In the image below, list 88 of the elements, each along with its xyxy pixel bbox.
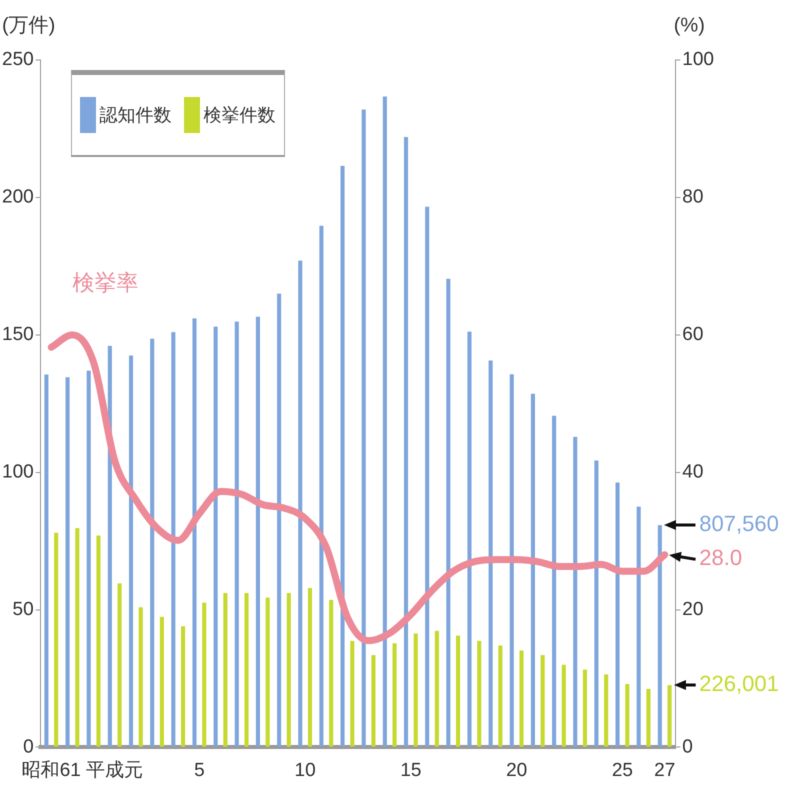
y-tick-label: 250 — [2, 49, 34, 70]
bar — [434, 630, 439, 747]
bar — [118, 583, 122, 747]
bar — [582, 670, 588, 747]
bar — [552, 416, 556, 747]
bar — [562, 664, 566, 747]
bar — [467, 332, 472, 747]
series-label: 検挙率 — [72, 270, 138, 295]
bar — [340, 166, 345, 747]
y2-axis-title: (%) — [674, 14, 705, 37]
bar — [371, 655, 376, 747]
bar — [214, 326, 218, 747]
y2-tick-label: 80 — [682, 186, 704, 208]
y-tick-label: 100 — [2, 462, 34, 483]
bar — [404, 136, 408, 747]
bar — [604, 674, 608, 747]
bar — [96, 536, 100, 747]
bar — [244, 592, 249, 747]
bar — [625, 684, 630, 747]
bar — [66, 377, 70, 747]
x-tick-label: 25 — [612, 760, 633, 781]
x-tick-label: 平成元 — [86, 760, 144, 781]
bar — [646, 688, 650, 747]
bar — [171, 332, 176, 747]
y2-tick-label: 20 — [682, 598, 704, 620]
bar — [425, 206, 430, 747]
bar — [75, 528, 80, 747]
bar — [477, 640, 482, 747]
bar — [138, 607, 143, 747]
bar — [636, 506, 641, 747]
bar — [266, 598, 270, 747]
y-axis-title: (万件) — [2, 14, 56, 37]
y-tick-label: 150 — [2, 324, 34, 346]
bar — [510, 374, 514, 747]
bar — [350, 640, 354, 747]
bar — [308, 588, 312, 747]
bar — [540, 655, 545, 747]
y2-tick-label: 100 — [682, 49, 714, 70]
bar — [329, 600, 334, 747]
annotation: 226,001 — [699, 671, 779, 696]
bar — [86, 370, 91, 747]
x-tick-label: 20 — [506, 760, 528, 781]
bar — [286, 592, 291, 747]
annotation: 807,560 — [699, 511, 779, 536]
bar — [54, 532, 58, 747]
bar — [594, 460, 598, 747]
bar — [160, 616, 164, 747]
legend-label: 認知件数 — [100, 104, 172, 127]
bar — [573, 436, 578, 747]
bar — [414, 633, 418, 747]
y2-tick-label: 0 — [682, 736, 693, 758]
bar — [108, 346, 112, 747]
bar — [446, 278, 450, 747]
bar — [519, 650, 524, 747]
bar — [181, 626, 186, 747]
bar — [668, 685, 672, 747]
bar — [277, 294, 282, 747]
bar — [202, 602, 206, 747]
x-tick-label: 昭和61 — [22, 760, 81, 781]
y2-tick-label: 40 — [682, 462, 704, 483]
x-tick-label: 5 — [194, 760, 205, 781]
bar — [382, 96, 387, 747]
y2-tick-label: 60 — [682, 324, 704, 346]
x-tick-label: 27 — [654, 760, 676, 781]
data-label: 28.0 — [699, 545, 742, 570]
bar — [234, 322, 239, 747]
bar — [223, 592, 228, 747]
bar — [616, 482, 620, 747]
bar — [488, 360, 493, 747]
bar — [498, 645, 502, 747]
bar — [44, 374, 48, 747]
bar — [362, 109, 366, 747]
bar — [150, 338, 154, 747]
legend-label: 検挙件数 — [204, 104, 276, 127]
bar — [319, 226, 324, 747]
bar — [128, 355, 134, 747]
bar — [658, 525, 662, 747]
bar — [192, 318, 197, 747]
x-tick-label: 10 — [294, 760, 316, 781]
x-tick-label: 15 — [400, 760, 422, 781]
y-tick-label: 200 — [2, 186, 34, 208]
bar — [256, 316, 260, 747]
y-tick-label: 0 — [23, 736, 34, 758]
bar — [530, 394, 535, 747]
bar — [298, 260, 302, 747]
bar — [392, 643, 397, 747]
bar — [456, 636, 460, 747]
y-tick-label: 50 — [12, 598, 34, 620]
